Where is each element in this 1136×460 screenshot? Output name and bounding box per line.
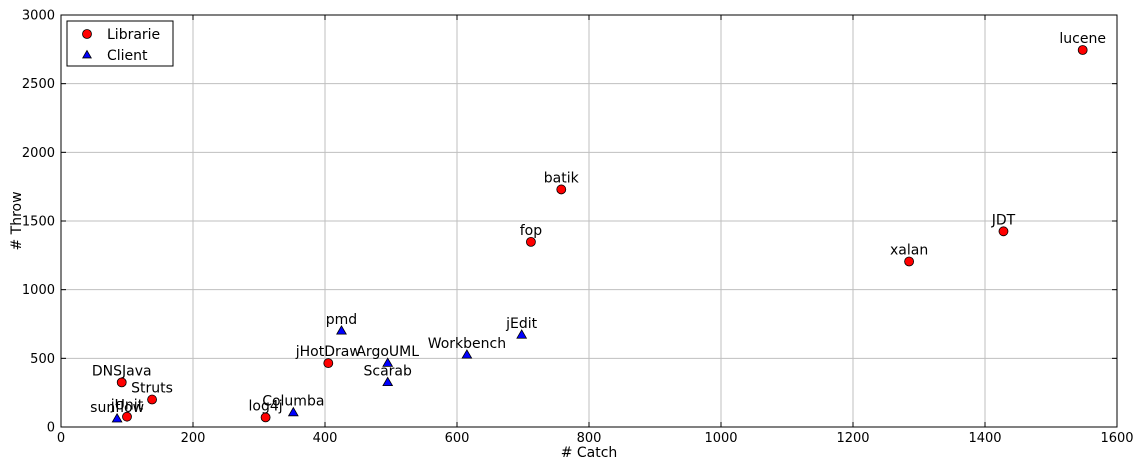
point-label-jdt: JDT [991, 212, 1016, 228]
legend-label-librarie: Librarie [107, 27, 160, 43]
point-client-sunflow [111, 412, 123, 423]
point-label-fop: fop [520, 223, 542, 239]
point-label-log4j: log4j [249, 398, 283, 414]
y-axis-title: # Throw [9, 191, 25, 250]
point-label-jedit: jEdit [505, 316, 538, 332]
x-tick-label: 200 [181, 431, 206, 446]
point-labels: lucene batik fop JDT xalan jHotDraw DNSJava Str… [90, 31, 1106, 416]
point-label-jhotdraw: jHotDraw [295, 344, 361, 360]
legend-label-client: Client [107, 48, 148, 64]
x-tick-label: 800 [577, 431, 602, 446]
point-label-scarab: Scarab [364, 363, 412, 379]
legend-marker-client [82, 49, 92, 59]
x-tick-label: 1000 [704, 431, 737, 446]
point-label-sunflow: sunflow [90, 400, 144, 416]
x-tick-label: 0 [57, 431, 65, 446]
point-label-batik: batik [544, 170, 580, 186]
legend: Librarie Client [66, 20, 174, 67]
point-librarie-struts [147, 394, 157, 405]
point-client-workbench [461, 349, 473, 359]
point-client-argouml [382, 357, 394, 367]
data-markers [111, 45, 1088, 423]
y-tick-label: 500 [30, 352, 55, 367]
point-librarie-jdt [998, 226, 1009, 237]
grid-lines [61, 15, 1117, 427]
point-client-scarab [382, 376, 394, 387]
point-label-dnsjava: DNSJava [92, 363, 152, 379]
point-client-jedit [516, 329, 528, 339]
point-librarie-dnsjava [116, 377, 127, 388]
y-tick-label: 2500 [22, 77, 55, 92]
point-label-struts: Struts [131, 381, 173, 397]
point-librarie-log4j [260, 412, 271, 423]
point-librarie-batik [556, 184, 567, 195]
point-librarie-jhotdraw [323, 358, 334, 369]
legend-marker-librarie [82, 29, 92, 39]
point-label-workbench: Workbench [428, 336, 506, 352]
x-tick-label: 1200 [836, 431, 869, 446]
point-client-columba [287, 406, 299, 417]
point-label-xalan: xalan [890, 243, 928, 259]
point-label-columba: Columba [262, 394, 324, 410]
point-client-pmd [336, 325, 347, 335]
x-tick-label: 1400 [968, 431, 1001, 446]
point-librarie-lucene [1077, 45, 1088, 55]
y-tick-label: 0 [47, 421, 55, 436]
point-label-argouml: ArgoUML [356, 344, 419, 360]
x-tick-label: 1600 [1100, 431, 1133, 446]
point-label-pmd: pmd [326, 312, 357, 328]
legend-box [66, 20, 174, 67]
x-tick-label: 400 [313, 431, 338, 446]
point-librarie-fop [526, 236, 536, 247]
point-label-junit: jUnit [110, 398, 144, 414]
point-label-lucene: lucene [1059, 31, 1106, 47]
point-librarie-junit [122, 411, 132, 422]
y-tick-label: 1000 [22, 283, 55, 298]
point-librarie-xalan [904, 256, 914, 267]
y-tick-label: 3000 [22, 9, 55, 24]
x-axis-title: # Catch [561, 445, 618, 460]
x-tick-label: 600 [445, 431, 470, 446]
y-tick-label: 1500 [22, 215, 55, 230]
y-tick-label: 2000 [22, 146, 55, 161]
axis-ticks: 0 200 400 600 800 1000 1200 1400 1600 0 500 1000 150… [22, 9, 1134, 447]
